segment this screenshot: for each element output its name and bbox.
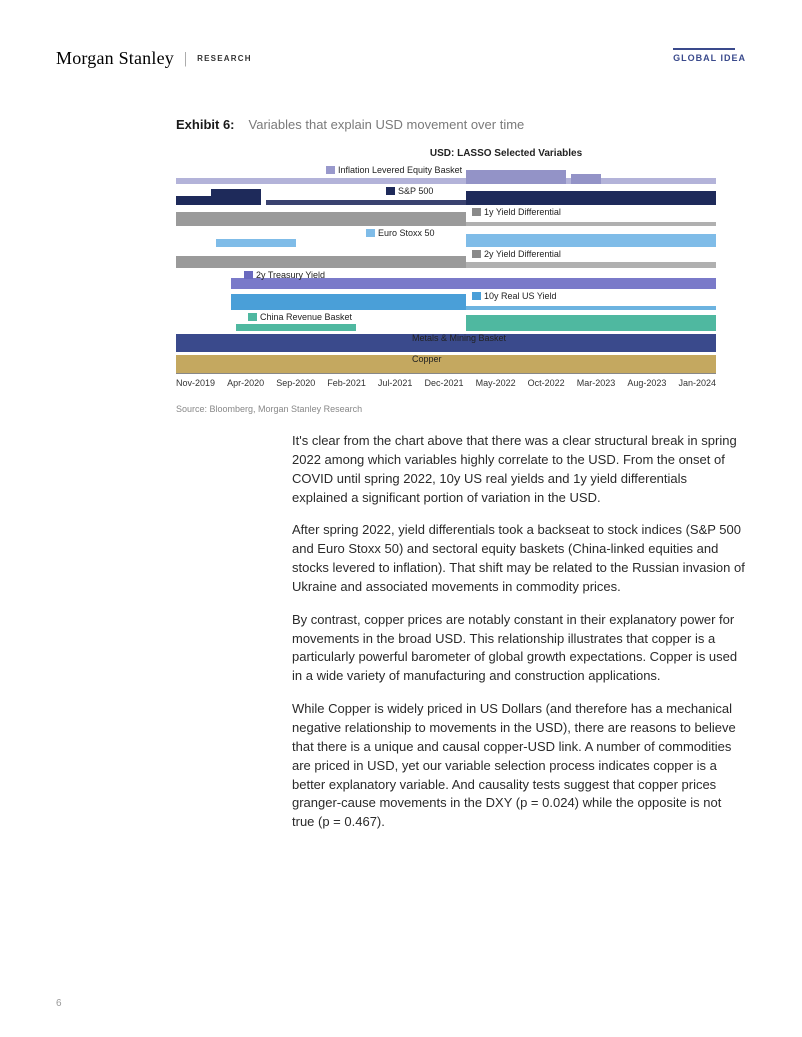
series-label-text: 2y Yield Differential xyxy=(484,249,561,259)
bar-segment xyxy=(231,294,466,310)
exhibit-header-block: Exhibit 6: Variables that explain USD mo… xyxy=(176,117,746,132)
chart-series-row: 10y Real US Yield xyxy=(176,289,716,310)
legend-swatch xyxy=(326,166,335,174)
series-label: 1y Yield Differential xyxy=(472,207,561,217)
series-label: Copper xyxy=(400,354,442,364)
legend-swatch xyxy=(400,334,409,342)
lasso-chart: USD: LASSO Selected Variables Inflation … xyxy=(176,148,716,388)
paragraph: While Copper is widely priced in US Doll… xyxy=(292,700,746,832)
chart-series-row: 1y Yield Differential xyxy=(176,205,716,226)
logo-block: Morgan Stanley | RESEARCH xyxy=(56,48,252,69)
series-label-text: 10y Real US Yield xyxy=(484,291,557,301)
bar-segment xyxy=(176,256,466,268)
legend-swatch xyxy=(248,313,257,321)
x-axis-label: Dec-2021 xyxy=(424,378,463,388)
series-label: Metals & Mining Basket xyxy=(400,333,506,343)
series-label: China Revenue Basket xyxy=(248,312,352,322)
page: Morgan Stanley | RESEARCH GLOBAL IDEA Ex… xyxy=(0,0,802,1037)
x-axis-label: Aug-2023 xyxy=(627,378,666,388)
paragraph: It's clear from the chart above that the… xyxy=(292,432,746,507)
legend-swatch xyxy=(472,250,481,258)
legend-swatch xyxy=(386,187,395,195)
x-axis-label: Apr-2020 xyxy=(227,378,264,388)
bar-segment xyxy=(466,170,566,184)
bar-segment xyxy=(571,174,601,184)
chart-series-row: Euro Stoxx 50 xyxy=(176,226,716,247)
brand-logo: Morgan Stanley xyxy=(56,48,174,69)
chart-title: USD: LASSO Selected Variables xyxy=(296,148,716,159)
series-label-text: 2y Treasury Yield xyxy=(256,270,325,280)
series-label-text: Euro Stoxx 50 xyxy=(378,228,435,238)
series-label: 2y Yield Differential xyxy=(472,249,561,259)
series-label-text: Copper xyxy=(412,354,442,364)
series-label: S&P 500 xyxy=(386,186,433,196)
series-label-text: Metals & Mining Basket xyxy=(412,333,506,343)
chart-x-axis: Nov-2019 Apr-2020 Sep-2020 Feb-2021 Jul-2021… xyxy=(176,373,716,388)
series-label: 2y Treasury Yield xyxy=(244,270,325,280)
bar-segment xyxy=(466,315,716,331)
exhibit-header: Exhibit 6: Variables that explain USD mo… xyxy=(176,117,746,132)
series-label: Inflation Levered Equity Basket xyxy=(326,165,462,175)
bar-segment xyxy=(176,355,716,373)
paragraph: After spring 2022, yield differentials t… xyxy=(292,521,746,596)
x-axis-label: Nov-2019 xyxy=(176,378,215,388)
x-axis-label: Jul-2021 xyxy=(378,378,413,388)
chart-series-row: 2y Yield Differential xyxy=(176,247,716,268)
legend-swatch xyxy=(244,271,253,279)
global-idea-block: GLOBAL IDEA xyxy=(673,48,746,63)
global-idea-label: GLOBAL IDEA xyxy=(673,53,746,63)
bar-segment xyxy=(176,212,466,226)
chart-series-row: China Revenue Basket xyxy=(176,310,716,331)
bar-segment xyxy=(466,234,716,247)
chart-source: Source: Bloomberg, Morgan Stanley Resear… xyxy=(176,404,746,414)
bar-segment xyxy=(216,239,296,247)
exhibit-number: Exhibit 6: xyxy=(176,117,235,132)
bar-segment xyxy=(176,196,211,205)
chart-series-container: Inflation Levered Equity Basket S&P 500 1y… xyxy=(176,163,716,373)
logo-separator: | xyxy=(184,50,187,68)
page-number: 6 xyxy=(56,998,62,1009)
x-axis-label: May-2022 xyxy=(476,378,516,388)
chart-series-row: Copper xyxy=(176,352,716,373)
chart-series-row: Metals & Mining Basket xyxy=(176,331,716,352)
series-label: 10y Real US Yield xyxy=(472,291,557,301)
x-axis-label: Mar-2023 xyxy=(577,378,616,388)
bar-segment xyxy=(466,191,716,205)
exhibit-title: Variables that explain USD movement over… xyxy=(249,117,525,132)
bar-segment xyxy=(236,324,356,331)
paragraph: By contrast, copper prices are notably c… xyxy=(292,611,746,686)
chart-series-row: Inflation Levered Equity Basket xyxy=(176,163,716,184)
series-label-text: China Revenue Basket xyxy=(260,312,352,322)
body-text: It's clear from the chart above that the… xyxy=(292,432,746,832)
bar-segment xyxy=(211,189,261,205)
chart-series-row: 2y Treasury Yield xyxy=(176,268,716,289)
chart-series-row: S&P 500 xyxy=(176,184,716,205)
series-label-text: 1y Yield Differential xyxy=(484,207,561,217)
legend-swatch xyxy=(472,208,481,216)
accent-rule xyxy=(673,48,735,50)
page-header: Morgan Stanley | RESEARCH GLOBAL IDEA xyxy=(56,48,746,69)
x-axis-label: Jan-2024 xyxy=(678,378,716,388)
legend-swatch xyxy=(366,229,375,237)
series-label: Euro Stoxx 50 xyxy=(366,228,435,238)
series-label-text: S&P 500 xyxy=(398,186,433,196)
research-label: RESEARCH xyxy=(197,54,252,63)
x-axis-label: Sep-2020 xyxy=(276,378,315,388)
x-axis-label: Feb-2021 xyxy=(327,378,366,388)
legend-swatch xyxy=(400,355,409,363)
legend-swatch xyxy=(472,292,481,300)
series-label-text: Inflation Levered Equity Basket xyxy=(338,165,462,175)
x-axis-label: Oct-2022 xyxy=(528,378,565,388)
